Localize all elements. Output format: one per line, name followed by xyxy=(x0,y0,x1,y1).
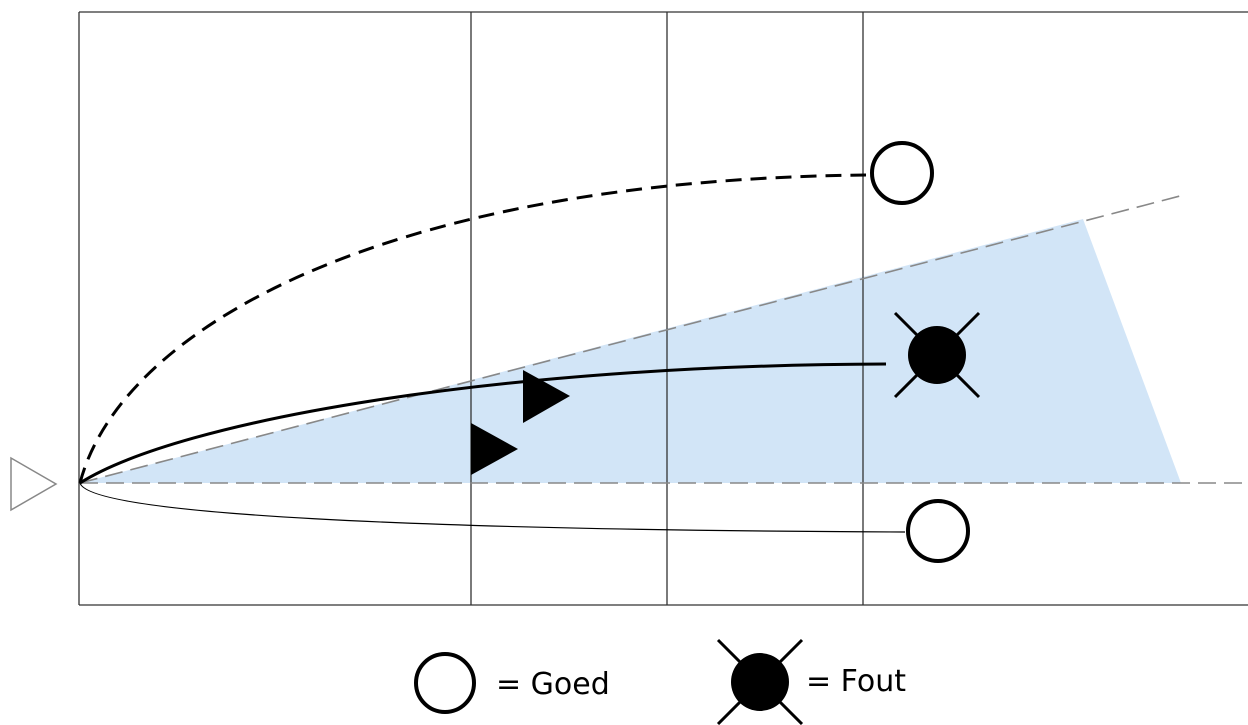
field-frame xyxy=(78,11,1248,606)
legend: = Goed = Fout xyxy=(414,638,906,725)
trajectory-solid-middle xyxy=(79,362,887,485)
hollow-circle-icon xyxy=(906,499,970,563)
hollow-circle-icon xyxy=(870,141,934,205)
crossed-filled-circle-icon xyxy=(716,638,804,725)
legend-good-label: = Goed xyxy=(496,667,610,702)
hollow-circle-icon xyxy=(414,652,476,714)
guide-lines xyxy=(79,195,1248,484)
legend-bad-label: = Fout xyxy=(806,664,906,699)
filled-triangle-icon xyxy=(471,423,518,475)
crossed-filled-circle-icon xyxy=(893,311,981,399)
hollow-triangle-icon xyxy=(10,456,58,512)
guide-line-diagonal xyxy=(79,195,1181,484)
trajectory-thin-lower xyxy=(79,482,906,533)
filled-triangle-icon xyxy=(523,370,570,423)
target-zone xyxy=(80,219,1181,483)
